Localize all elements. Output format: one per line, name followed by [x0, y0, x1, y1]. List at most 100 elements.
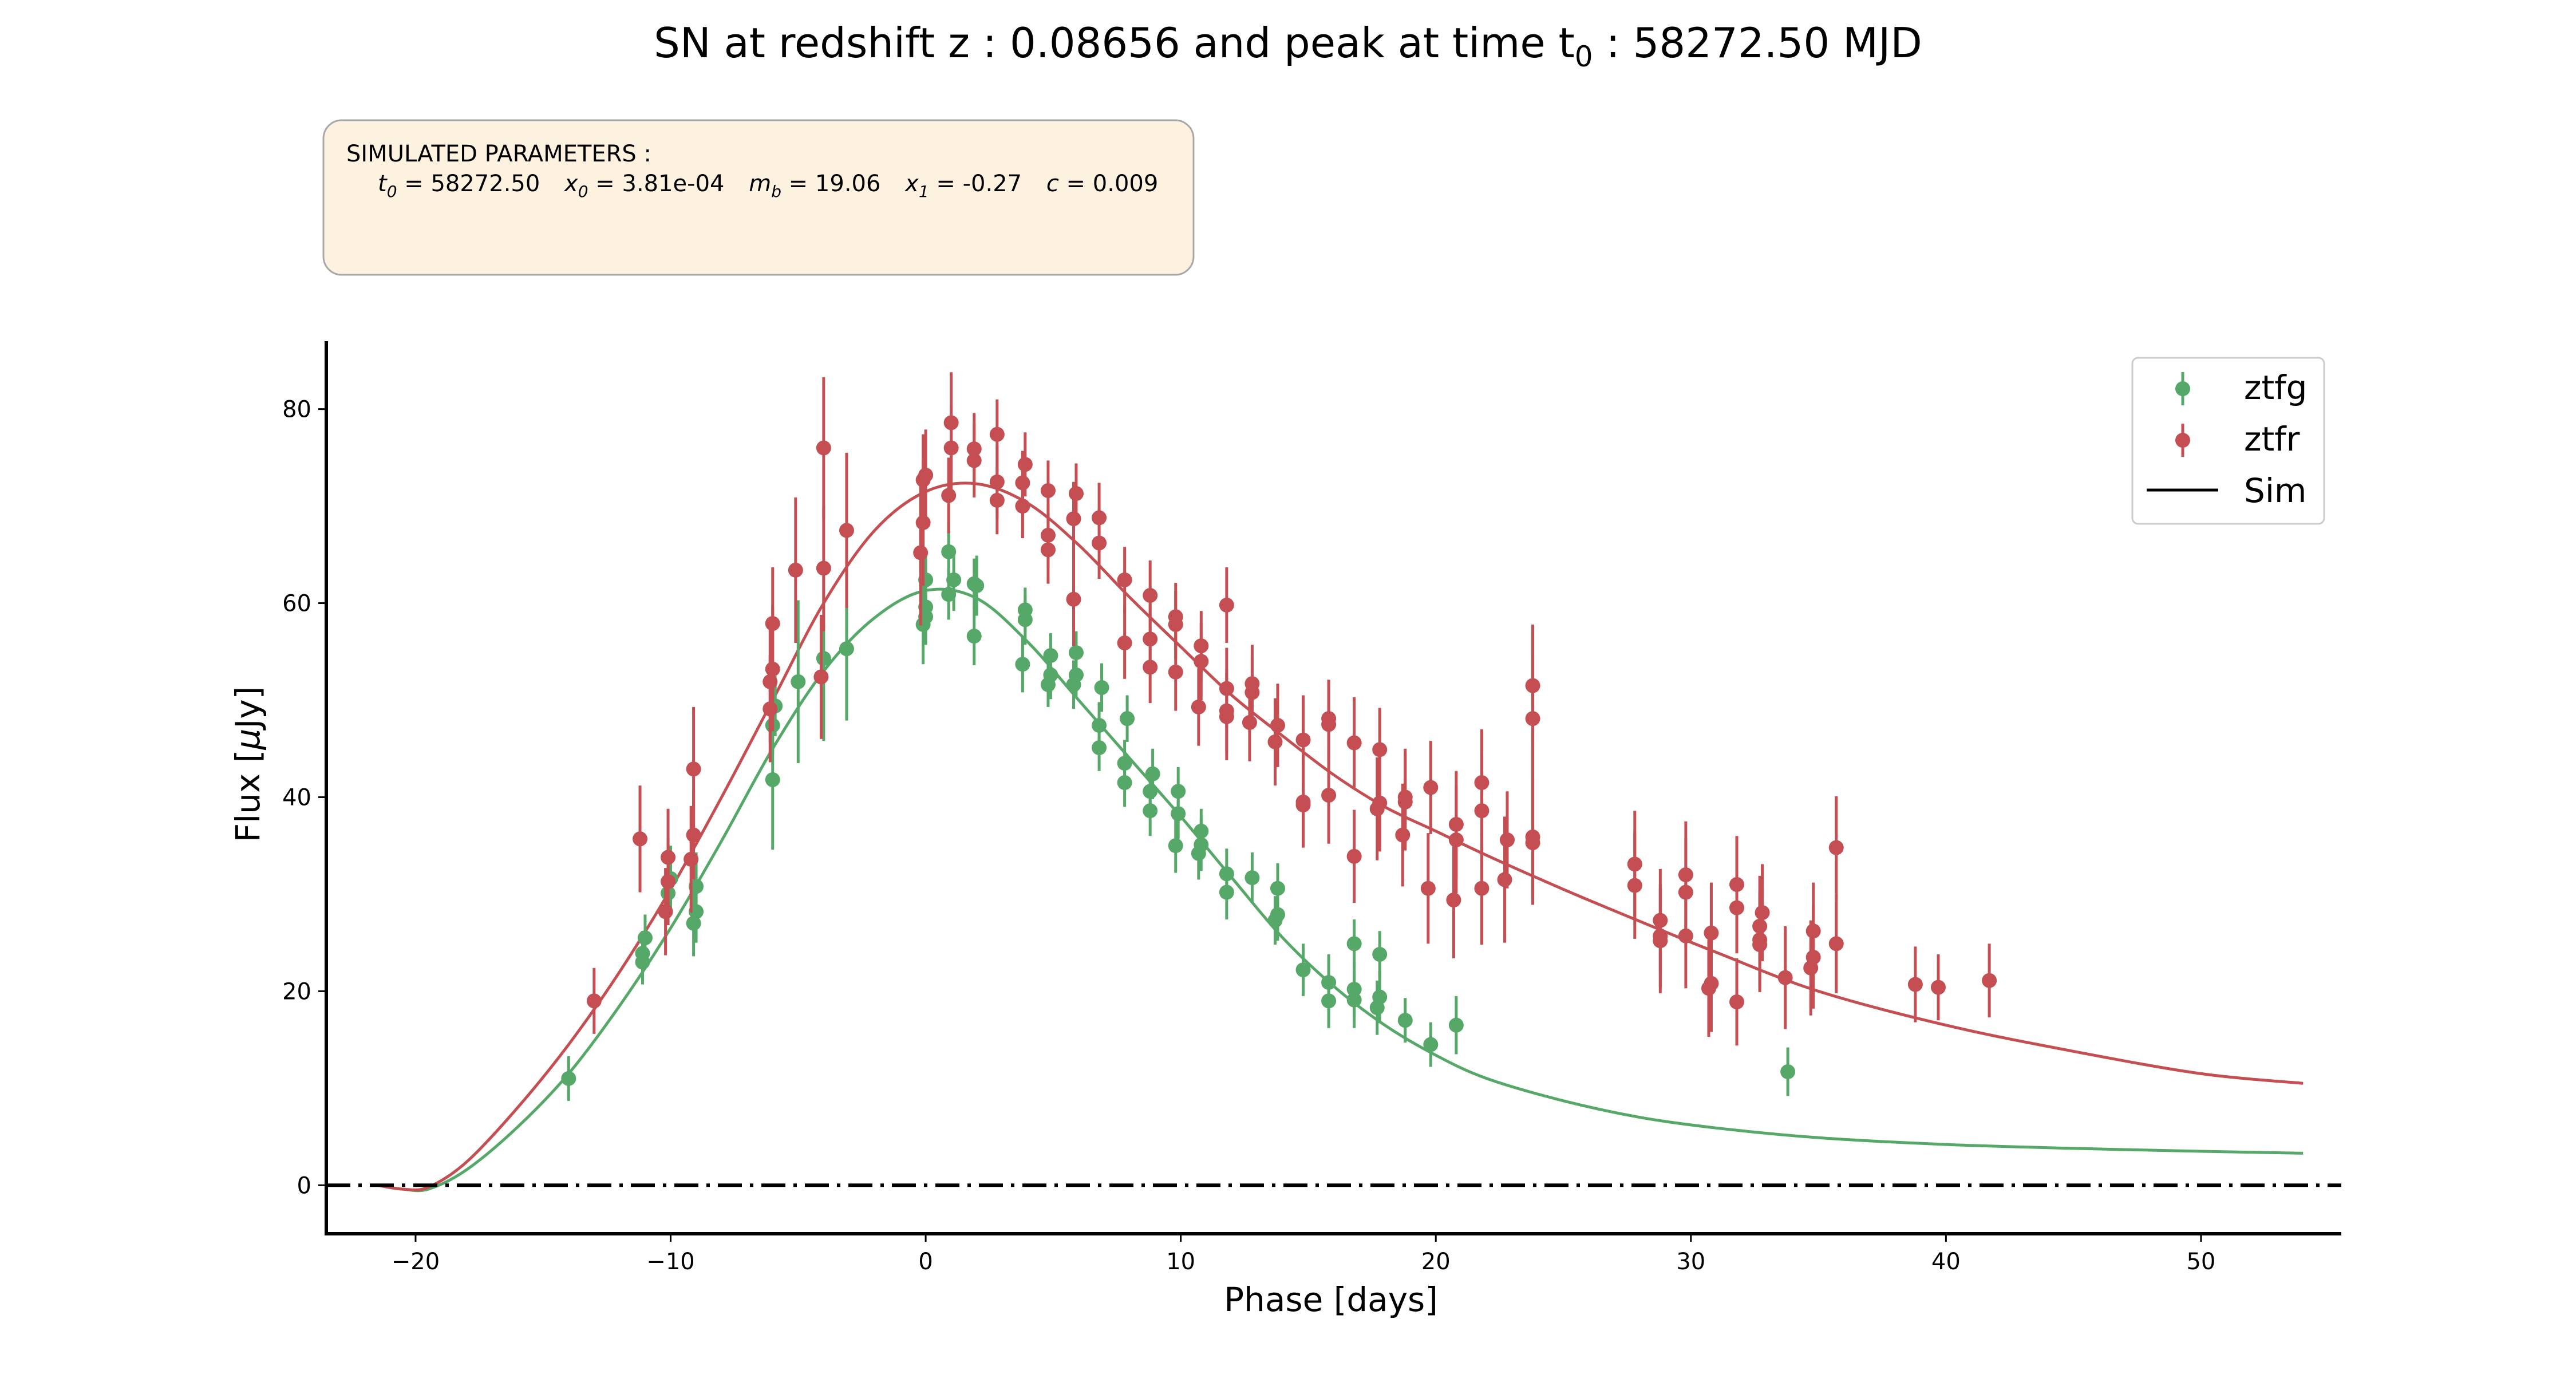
param-t0: t	[378, 171, 388, 197]
data-point-ztfr	[1040, 460, 1056, 521]
marker	[1015, 475, 1030, 491]
data-point-ztfr	[1729, 958, 1744, 1046]
marker	[1499, 832, 1515, 848]
marker	[1372, 989, 1388, 1005]
data-point-ztfr	[1397, 748, 1413, 846]
data-point-ztfr	[816, 505, 831, 631]
data-point-ztfr	[1805, 882, 1821, 980]
marker	[1346, 848, 1362, 864]
marker	[1295, 732, 1311, 748]
marker	[1982, 973, 1997, 988]
marker	[1143, 784, 1158, 799]
marker	[765, 616, 780, 631]
data-point-ztfg	[1346, 919, 1362, 968]
marker	[1191, 699, 1206, 714]
marker	[1267, 734, 1283, 749]
marker	[561, 1071, 576, 1086]
marker	[1397, 1013, 1413, 1028]
x-tick-label: 0	[918, 1249, 933, 1275]
marker	[1931, 980, 1946, 995]
marker	[1346, 735, 1362, 751]
marker	[946, 572, 962, 587]
data-point-ztfg	[1145, 748, 1160, 799]
data-point-ztfr	[943, 372, 959, 473]
data-point-ztfg	[1321, 954, 1337, 1011]
data-point-ztfr	[1982, 943, 1997, 1018]
marker	[1346, 981, 1362, 997]
marker	[966, 441, 982, 457]
data-point-ztfr	[1295, 695, 1311, 785]
marker	[1627, 856, 1642, 872]
data-point-ztfg	[1117, 740, 1132, 787]
data-point-ztfr	[1907, 946, 1923, 1022]
marker	[1244, 676, 1260, 692]
data-point-ztfg	[969, 555, 985, 616]
marker	[637, 930, 653, 946]
marker	[1270, 907, 1285, 922]
legend: ztfg ztfr Sim	[2131, 357, 2325, 525]
data-point-ztfg	[1219, 848, 1234, 899]
marker	[1270, 881, 1285, 896]
marker	[1295, 962, 1311, 978]
marker	[816, 440, 831, 456]
data-point-ztfr	[1117, 547, 1132, 613]
marker	[1117, 635, 1132, 651]
marker	[1777, 970, 1793, 985]
marker	[839, 641, 854, 657]
marker	[661, 850, 676, 865]
marker	[1270, 718, 1285, 733]
marker	[813, 669, 829, 685]
data-point-ztfr	[1017, 432, 1033, 497]
data-point-ztfg	[1043, 633, 1058, 678]
marker	[1704, 925, 1719, 941]
marker	[1755, 905, 1770, 921]
data-point-ztfr	[1191, 668, 1206, 746]
marker	[1066, 591, 1081, 607]
data-points	[561, 372, 1997, 1101]
marker	[1474, 881, 1490, 896]
marker	[966, 629, 982, 644]
data-point-ztfg	[1015, 636, 1030, 693]
param-x0: x	[563, 171, 578, 197]
data-point-ztfr	[989, 399, 1005, 469]
marker	[816, 560, 831, 576]
data-point-ztfg	[1295, 943, 1311, 996]
data-point-ztfr	[1828, 796, 1844, 899]
marker	[1219, 681, 1234, 696]
marker	[1168, 838, 1183, 854]
marker	[1092, 510, 1107, 526]
series-ztfg	[561, 522, 1796, 1101]
data-point-ztfr	[1777, 926, 1793, 1029]
data-point-ztfg	[1372, 931, 1388, 978]
sim-curve-ztfg	[377, 587, 2304, 1193]
data-point-ztfr	[1828, 894, 1844, 993]
data-point-ztfg	[1168, 818, 1183, 873]
marker	[686, 827, 701, 843]
marker	[989, 427, 1005, 442]
marker	[1780, 1064, 1796, 1080]
y-tick-label: 20	[282, 978, 311, 1005]
x-tick-label: 50	[2186, 1249, 2215, 1275]
y-tick-label: 60	[282, 591, 311, 617]
marker	[1346, 936, 1362, 951]
data-point-ztfr	[1525, 779, 1540, 895]
data-point-ztfr	[765, 567, 780, 680]
marker	[1907, 977, 1923, 992]
data-point-ztfg	[1397, 998, 1413, 1043]
data-point-ztfr	[1346, 697, 1362, 789]
marker	[1017, 457, 1033, 472]
data-point-ztfr	[1423, 741, 1439, 834]
legend-item-sim: Sim	[2147, 471, 2306, 510]
data-point-ztfr	[1219, 647, 1234, 729]
data-point-ztfg	[1017, 587, 1033, 633]
data-point-ztfr	[1704, 882, 1719, 984]
data-point-ztfr	[1446, 842, 1461, 958]
data-point-ztfr	[1755, 864, 1770, 961]
marker	[913, 545, 929, 560]
data-point-ztfr	[1499, 791, 1515, 889]
data-point-ztfr	[1066, 552, 1081, 646]
marker	[1043, 648, 1058, 664]
data-point-ztfr	[941, 457, 957, 534]
data-point-ztfr	[1267, 698, 1283, 786]
data-point-ztfr	[1346, 810, 1362, 903]
